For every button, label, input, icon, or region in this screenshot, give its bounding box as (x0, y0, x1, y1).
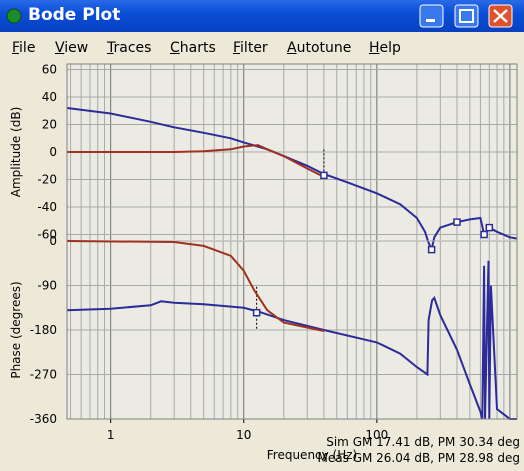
y-tick-label: -20 (37, 173, 57, 187)
status-text: Meas GM 26.04 dB, PM 28.98 deg (318, 451, 520, 465)
x-tick-label: 10 (236, 428, 251, 442)
y-tick-label: 40 (42, 90, 57, 104)
marker (453, 218, 461, 226)
menu-item[interactable]: Traces (107, 40, 152, 56)
title-bar: Bode Plot (0, 0, 524, 32)
series-line (66, 260, 517, 420)
menu-item[interactable]: View (55, 40, 89, 56)
x-tick-label: 100 (365, 428, 388, 442)
series-line (67, 144, 325, 178)
plot-frame (66, 63, 518, 420)
menu-item[interactable]: File (12, 40, 36, 56)
y-axis-label: Amplitude (dB) (9, 107, 23, 198)
marker (427, 245, 436, 254)
y-tick-label: -90 (37, 279, 57, 293)
marker (480, 230, 488, 239)
menu-item[interactable]: Autotune (287, 40, 352, 56)
series-line (66, 107, 518, 253)
status-text: Sim GM 17.41 dB, PM 30.34 deg (326, 435, 520, 449)
y-tick-label: 60 (42, 63, 57, 77)
y-tick-label: 0 (49, 234, 57, 248)
x-tick-label: 1 (107, 428, 115, 442)
y-tick-label: -360 (30, 412, 57, 426)
marker (320, 171, 328, 180)
marker (252, 308, 261, 317)
menu-item[interactable]: Help (369, 40, 401, 56)
y-tick-label: -40 (37, 200, 57, 214)
y-tick-label: -60 (37, 228, 57, 242)
menu-item[interactable]: Charts (170, 40, 216, 56)
marker (485, 223, 494, 232)
x-axis-label: Frequency (Hz) (267, 448, 358, 462)
window-title: Bode Plot (28, 5, 121, 25)
y-tick-label: -180 (30, 323, 57, 337)
menu-bar: File View Traces Charts Filter Autotune Help (0, 38, 524, 62)
y-tick-label: -270 (30, 368, 57, 382)
y-tick-label: 20 (42, 118, 57, 132)
y-tick-label: 0 (49, 145, 57, 159)
menu-item[interactable]: Filter (233, 40, 268, 56)
y-axis-label: Phase (degrees) (9, 281, 23, 378)
title-decor (6, 4, 513, 28)
series-line (66, 240, 325, 332)
